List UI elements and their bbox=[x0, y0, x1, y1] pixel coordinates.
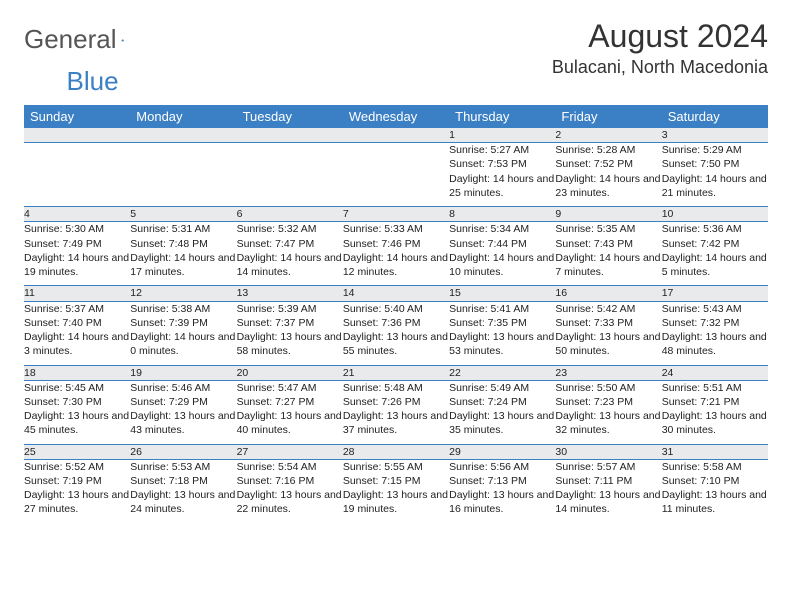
weekday-thursday: Thursday bbox=[449, 105, 555, 128]
logo: General bbox=[24, 18, 145, 55]
daynum-cell: 2 bbox=[555, 128, 661, 143]
logo-text-2: Blue bbox=[67, 66, 119, 97]
detail-cell: Sunrise: 5:56 AMSunset: 7:13 PMDaylight:… bbox=[449, 459, 555, 523]
daynum-cell: 3 bbox=[662, 128, 768, 143]
calendar-table: SundayMondayTuesdayWednesdayThursdayFrid… bbox=[24, 105, 768, 523]
detail-cell: Sunrise: 5:30 AMSunset: 7:49 PMDaylight:… bbox=[24, 222, 130, 286]
daynum-cell bbox=[24, 128, 130, 143]
detail-cell: Sunrise: 5:32 AMSunset: 7:47 PMDaylight:… bbox=[237, 222, 343, 286]
detail-cell: Sunrise: 5:38 AMSunset: 7:39 PMDaylight:… bbox=[130, 301, 236, 365]
detail-cell: Sunrise: 5:50 AMSunset: 7:23 PMDaylight:… bbox=[555, 380, 661, 444]
daynum-cell bbox=[130, 128, 236, 143]
weekday-monday: Monday bbox=[130, 105, 236, 128]
daynum-cell: 30 bbox=[555, 444, 661, 459]
daynum-cell: 16 bbox=[555, 286, 661, 301]
detail-cell: Sunrise: 5:45 AMSunset: 7:30 PMDaylight:… bbox=[24, 380, 130, 444]
detail-cell bbox=[130, 143, 236, 207]
week-1-daynums: 45678910 bbox=[24, 207, 768, 222]
daynum-cell: 17 bbox=[662, 286, 768, 301]
daynum-cell: 25 bbox=[24, 444, 130, 459]
week-2-details: Sunrise: 5:37 AMSunset: 7:40 PMDaylight:… bbox=[24, 301, 768, 365]
daynum-cell: 8 bbox=[449, 207, 555, 222]
daynum-cell: 5 bbox=[130, 207, 236, 222]
week-1-details: Sunrise: 5:30 AMSunset: 7:49 PMDaylight:… bbox=[24, 222, 768, 286]
daynum-cell: 14 bbox=[343, 286, 449, 301]
daynum-cell: 27 bbox=[237, 444, 343, 459]
week-4-details: Sunrise: 5:52 AMSunset: 7:19 PMDaylight:… bbox=[24, 459, 768, 523]
detail-cell: Sunrise: 5:52 AMSunset: 7:19 PMDaylight:… bbox=[24, 459, 130, 523]
month-title: August 2024 bbox=[552, 18, 768, 55]
daynum-cell: 11 bbox=[24, 286, 130, 301]
logo-sail-icon bbox=[121, 30, 124, 50]
week-3-details: Sunrise: 5:45 AMSunset: 7:30 PMDaylight:… bbox=[24, 380, 768, 444]
weekday-sunday: Sunday bbox=[24, 105, 130, 128]
daynum-cell: 9 bbox=[555, 207, 661, 222]
daynum-cell: 7 bbox=[343, 207, 449, 222]
daynum-cell bbox=[343, 128, 449, 143]
detail-cell: Sunrise: 5:31 AMSunset: 7:48 PMDaylight:… bbox=[130, 222, 236, 286]
daynum-cell: 22 bbox=[449, 365, 555, 380]
weekday-wednesday: Wednesday bbox=[343, 105, 449, 128]
daynum-cell: 20 bbox=[237, 365, 343, 380]
weekday-tuesday: Tuesday bbox=[237, 105, 343, 128]
daynum-cell: 26 bbox=[130, 444, 236, 459]
daynum-cell: 29 bbox=[449, 444, 555, 459]
detail-cell: Sunrise: 5:34 AMSunset: 7:44 PMDaylight:… bbox=[449, 222, 555, 286]
daynum-cell: 28 bbox=[343, 444, 449, 459]
detail-cell: Sunrise: 5:53 AMSunset: 7:18 PMDaylight:… bbox=[130, 459, 236, 523]
detail-cell: Sunrise: 5:57 AMSunset: 7:11 PMDaylight:… bbox=[555, 459, 661, 523]
detail-cell bbox=[24, 143, 130, 207]
daynum-cell: 23 bbox=[555, 365, 661, 380]
detail-cell: Sunrise: 5:42 AMSunset: 7:33 PMDaylight:… bbox=[555, 301, 661, 365]
detail-cell bbox=[343, 143, 449, 207]
location: Bulacani, North Macedonia bbox=[552, 57, 768, 78]
title-block: August 2024 Bulacani, North Macedonia bbox=[552, 18, 768, 78]
daynum-cell: 19 bbox=[130, 365, 236, 380]
daynum-cell: 12 bbox=[130, 286, 236, 301]
detail-cell: Sunrise: 5:58 AMSunset: 7:10 PMDaylight:… bbox=[662, 459, 768, 523]
detail-cell: Sunrise: 5:41 AMSunset: 7:35 PMDaylight:… bbox=[449, 301, 555, 365]
detail-cell: Sunrise: 5:43 AMSunset: 7:32 PMDaylight:… bbox=[662, 301, 768, 365]
detail-cell: Sunrise: 5:35 AMSunset: 7:43 PMDaylight:… bbox=[555, 222, 661, 286]
daynum-cell: 4 bbox=[24, 207, 130, 222]
daynum-cell: 18 bbox=[24, 365, 130, 380]
week-0-daynums: 123 bbox=[24, 128, 768, 143]
detail-cell: Sunrise: 5:40 AMSunset: 7:36 PMDaylight:… bbox=[343, 301, 449, 365]
detail-cell: Sunrise: 5:49 AMSunset: 7:24 PMDaylight:… bbox=[449, 380, 555, 444]
daynum-cell: 13 bbox=[237, 286, 343, 301]
daynum-cell: 15 bbox=[449, 286, 555, 301]
detail-cell: Sunrise: 5:29 AMSunset: 7:50 PMDaylight:… bbox=[662, 143, 768, 207]
daynum-cell: 21 bbox=[343, 365, 449, 380]
daynum-cell: 1 bbox=[449, 128, 555, 143]
detail-cell: Sunrise: 5:48 AMSunset: 7:26 PMDaylight:… bbox=[343, 380, 449, 444]
detail-cell: Sunrise: 5:36 AMSunset: 7:42 PMDaylight:… bbox=[662, 222, 768, 286]
detail-cell: Sunrise: 5:33 AMSunset: 7:46 PMDaylight:… bbox=[343, 222, 449, 286]
week-3-daynums: 18192021222324 bbox=[24, 365, 768, 380]
daynum-cell: 10 bbox=[662, 207, 768, 222]
detail-cell: Sunrise: 5:55 AMSunset: 7:15 PMDaylight:… bbox=[343, 459, 449, 523]
detail-cell bbox=[237, 143, 343, 207]
week-4-daynums: 25262728293031 bbox=[24, 444, 768, 459]
weekday-row: SundayMondayTuesdayWednesdayThursdayFrid… bbox=[24, 105, 768, 128]
daynum-cell: 6 bbox=[237, 207, 343, 222]
daynum-cell: 24 bbox=[662, 365, 768, 380]
calendar-body: 123 Sunrise: 5:27 AMSunset: 7:53 PMDayli… bbox=[24, 128, 768, 523]
weekday-friday: Friday bbox=[555, 105, 661, 128]
detail-cell: Sunrise: 5:37 AMSunset: 7:40 PMDaylight:… bbox=[24, 301, 130, 365]
weekday-saturday: Saturday bbox=[662, 105, 768, 128]
logo-text-1: General bbox=[24, 24, 117, 55]
detail-cell: Sunrise: 5:47 AMSunset: 7:27 PMDaylight:… bbox=[237, 380, 343, 444]
detail-cell: Sunrise: 5:54 AMSunset: 7:16 PMDaylight:… bbox=[237, 459, 343, 523]
calendar-head: SundayMondayTuesdayWednesdayThursdayFrid… bbox=[24, 105, 768, 128]
detail-cell: Sunrise: 5:46 AMSunset: 7:29 PMDaylight:… bbox=[130, 380, 236, 444]
detail-cell: Sunrise: 5:28 AMSunset: 7:52 PMDaylight:… bbox=[555, 143, 661, 207]
detail-cell: Sunrise: 5:51 AMSunset: 7:21 PMDaylight:… bbox=[662, 380, 768, 444]
detail-cell: Sunrise: 5:39 AMSunset: 7:37 PMDaylight:… bbox=[237, 301, 343, 365]
week-0-details: Sunrise: 5:27 AMSunset: 7:53 PMDaylight:… bbox=[24, 143, 768, 207]
week-2-daynums: 11121314151617 bbox=[24, 286, 768, 301]
daynum-cell: 31 bbox=[662, 444, 768, 459]
detail-cell: Sunrise: 5:27 AMSunset: 7:53 PMDaylight:… bbox=[449, 143, 555, 207]
daynum-cell bbox=[237, 128, 343, 143]
calendar-page: General August 2024 Bulacani, North Mace… bbox=[0, 0, 792, 533]
